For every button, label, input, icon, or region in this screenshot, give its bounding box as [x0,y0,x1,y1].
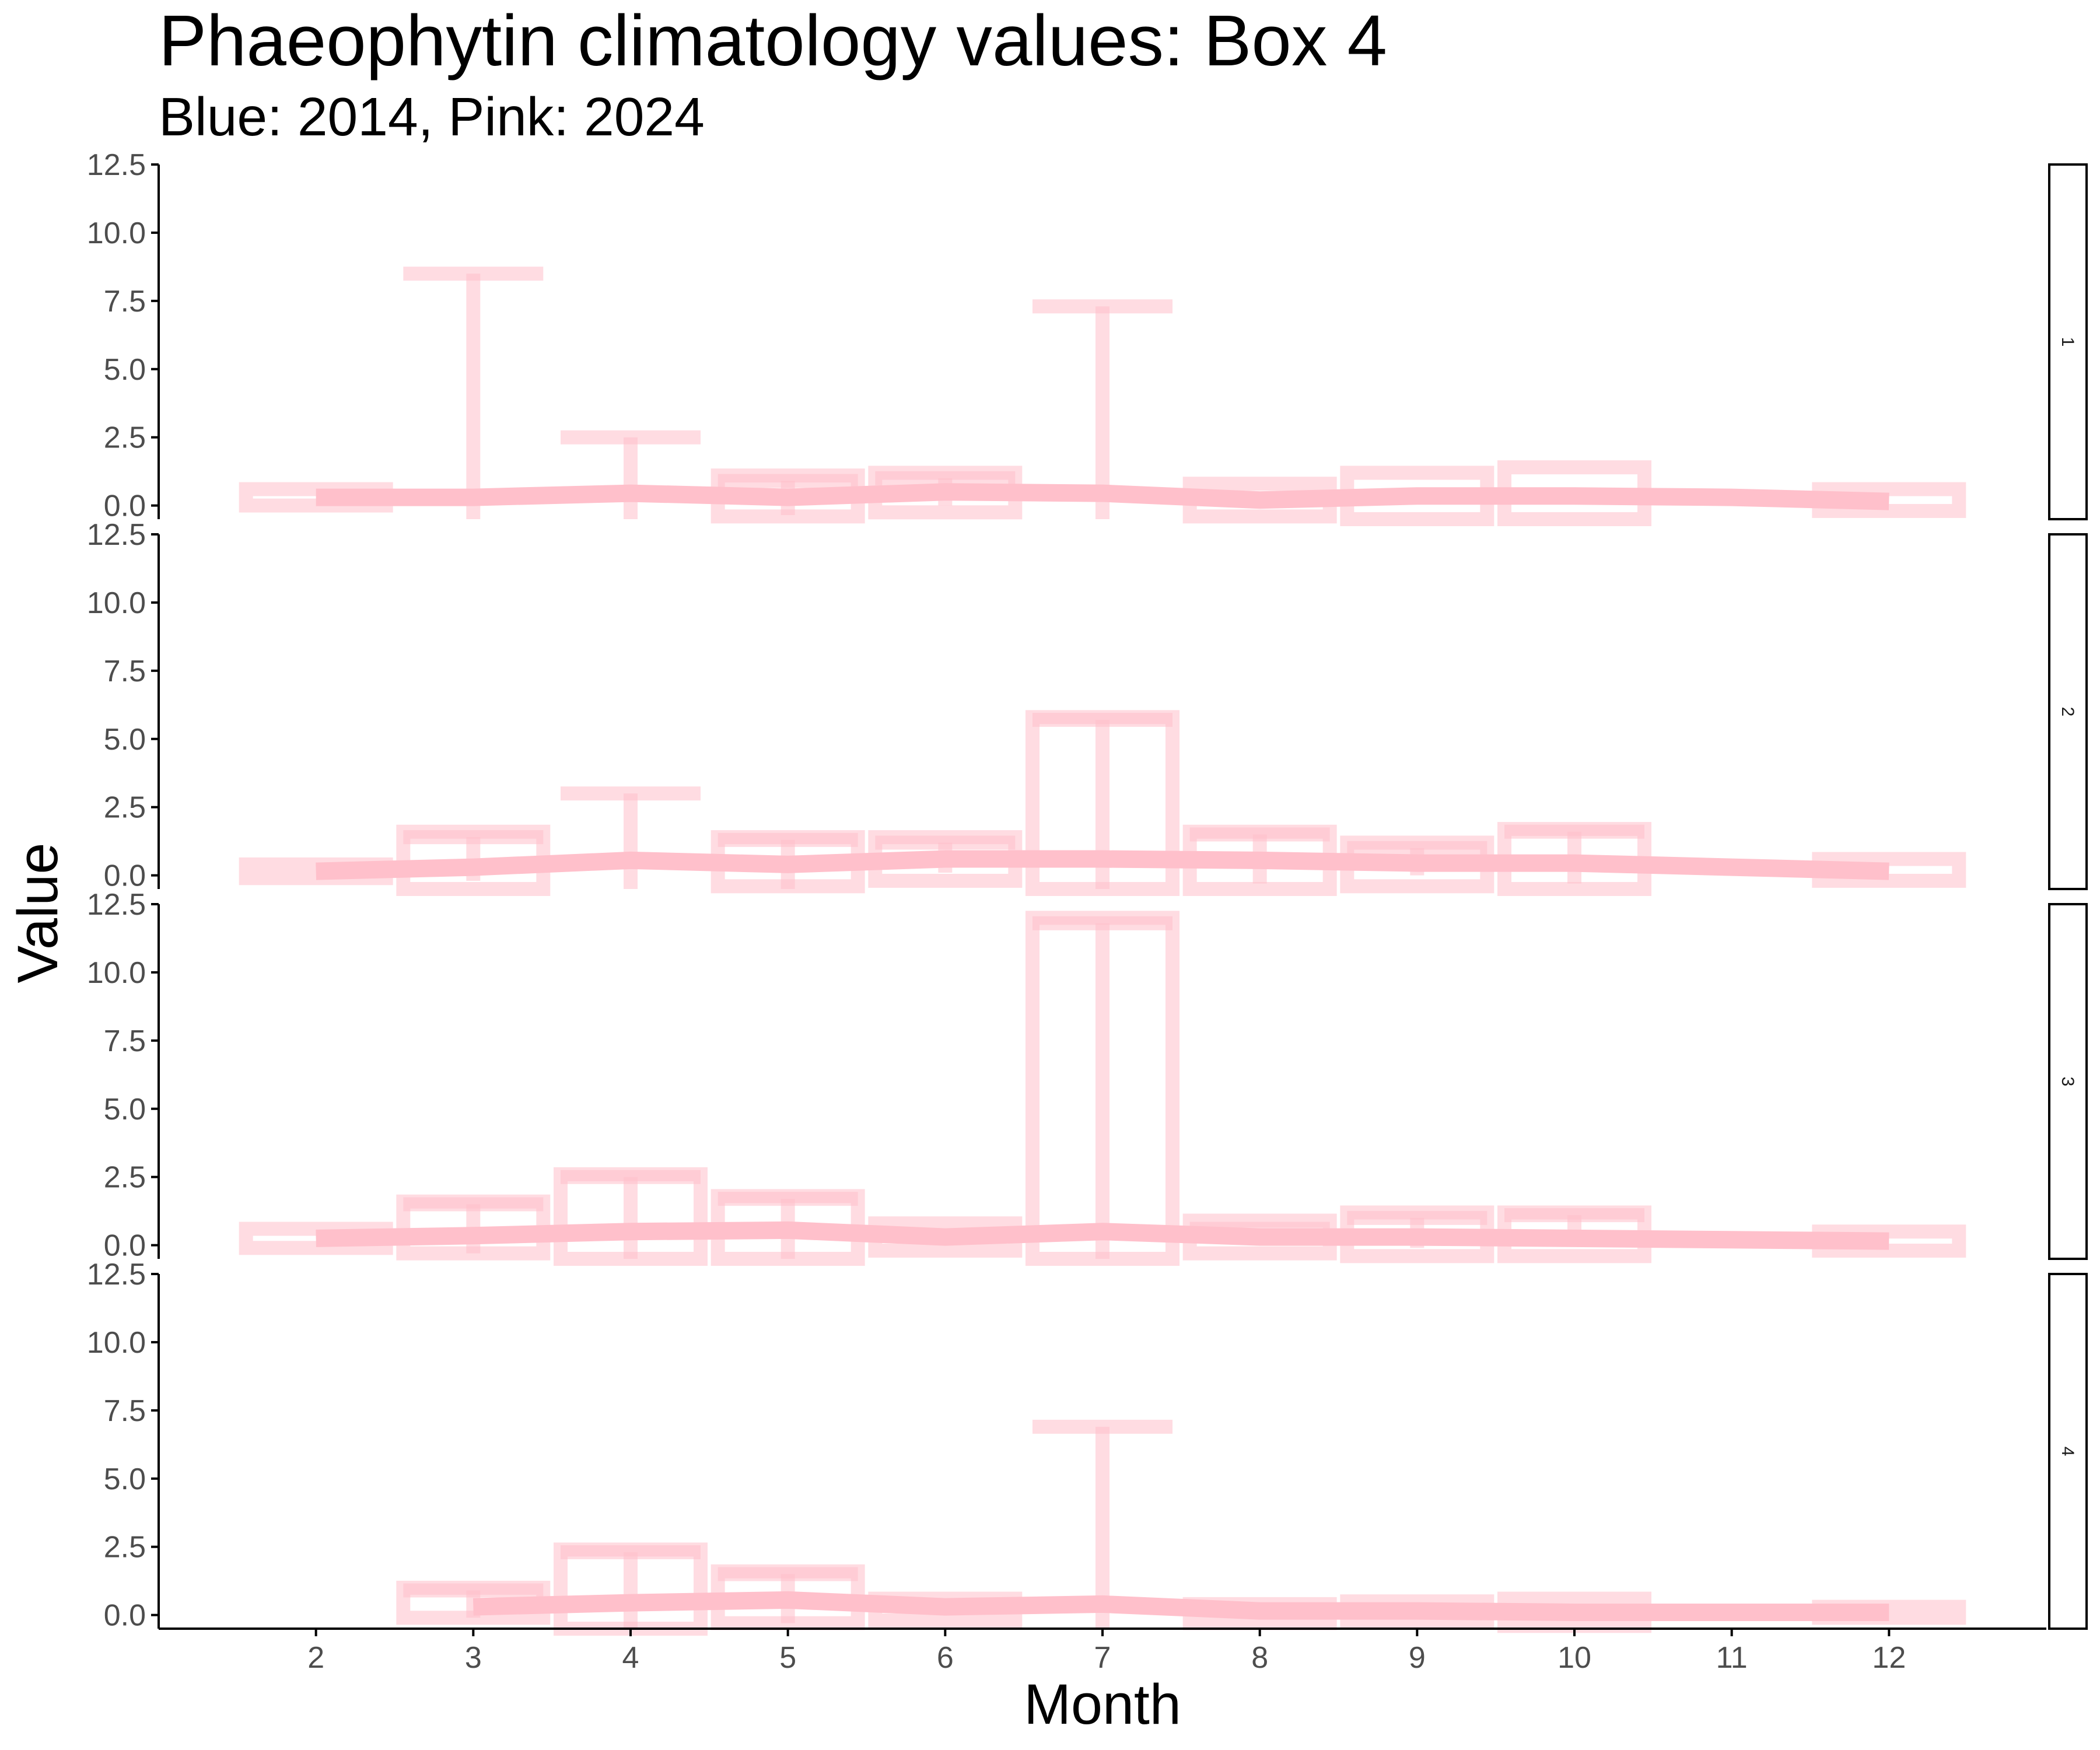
y-tick-label: 10.0 [87,1326,146,1360]
facet-panel-2: 0.0 2.5 5.0 7.5 10.0 12.5 2 [87,518,2088,897]
y-tick-label: 12.5 [87,888,146,922]
facet-strip-label: 2 [2058,707,2077,717]
facet-strip [2048,903,2088,1260]
x-tick-label: 11 [1716,1641,1748,1675]
y-tick-label: 5.0 [104,353,146,387]
y-tick-label: 0.0 [104,1599,146,1633]
y-tick-label: 12.5 [87,148,146,182]
mean-line [316,483,1889,510]
x-tick-label: 4 [622,1641,639,1675]
mean-line [316,1221,1889,1250]
mean-line [316,850,1889,880]
x-tick-label: 2 [307,1641,324,1675]
y-tick-label: 2.5 [104,421,146,455]
y-tick-label: 0.0 [104,859,146,893]
y-tick-label: 12.5 [87,518,146,552]
facet-panel-4: 0.0 2.5 5.0 7.5 10.0 12.5 4 [87,1258,2088,1636]
y-tick-label: 2.5 [104,1161,146,1195]
y-tick-label: 0.0 [104,1229,146,1263]
y-tick-label: 5.0 [104,1462,146,1496]
facet-strip-label: 1 [2058,337,2077,347]
mean-line [473,1591,1889,1621]
x-tick-label: 9 [1409,1641,1426,1675]
y-tick-label: 0.0 [104,489,146,523]
x-axis-title: Month [1024,1672,1181,1736]
facet-strip-label: 4 [2058,1447,2077,1457]
x-axis: 2 3 4 5 6 7 8 9 10 11 12 [159,1628,2046,1675]
x-tick-label: 5 [779,1641,796,1675]
chart-subtitle: Blue: 2014, Pink: 2024 [159,86,705,147]
y-tick-label: 5.0 [104,1093,146,1126]
y-tick-label: 2.5 [104,1531,146,1564]
facet-panel-1: 0.0 2.5 5.0 7.5 10.0 12.5 1 [87,148,2088,527]
y-tick-label: 7.5 [104,285,146,318]
facet-strip [2048,163,2088,520]
y-tick-label: 5.0 [104,723,146,757]
y-tick-label: 7.5 [104,1024,146,1058]
y-tick-label: 10.0 [87,216,146,250]
facet-panels: 0.02.55.07.510.012.510.02.55.07.510.012.… [87,148,2088,1636]
y-tick-label: 10.0 [87,956,146,990]
y-tick-label: 10.0 [87,586,146,620]
x-tick-label: 12 [1872,1641,1906,1675]
chart-title: Phaeophytin climatology values: Box 4 [159,1,1387,81]
y-tick-label: 2.5 [104,791,146,825]
x-tick-label: 6 [937,1641,954,1675]
x-tick-label: 10 [1558,1641,1591,1675]
facet-strip [2048,533,2088,890]
facet-strip [2048,1273,2088,1630]
x-tick-label: 7 [1094,1641,1111,1675]
y-tick-label: 7.5 [104,654,146,688]
y-axis-title: Value [6,843,69,984]
x-tick-label: 3 [465,1641,482,1675]
x-tick-label: 8 [1251,1641,1268,1675]
facet-panel-3: 0.0 2.5 5.0 7.5 10.0 12.5 3 [87,888,2088,1266]
y-tick-label: 12.5 [87,1258,146,1292]
y-tick-label: 7.5 [104,1394,146,1428]
facet-strip-label: 3 [2058,1077,2077,1087]
